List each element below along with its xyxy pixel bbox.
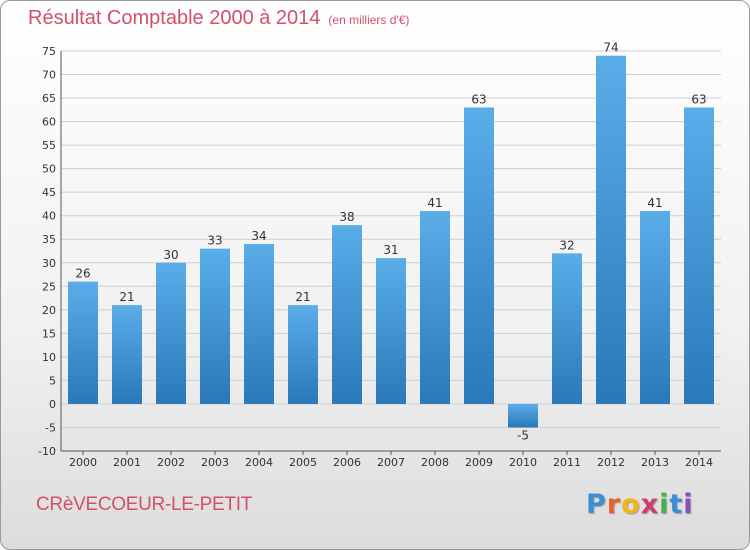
y-tick-label: 25 (42, 280, 56, 293)
y-tick-label: 55 (42, 139, 56, 152)
x-tick-label: 2009 (465, 456, 493, 469)
y-tick-label: 45 (42, 186, 56, 199)
y-tick-label: -5 (45, 421, 56, 434)
chart-frame: Résultat Comptable 2000 à 2014 (en millie… (0, 0, 750, 550)
value-label-2000: 26 (75, 267, 90, 281)
value-label-2012: 74 (603, 41, 618, 55)
y-tick-label: 30 (42, 257, 56, 270)
bar-2011 (552, 253, 582, 404)
commune-name: CRèVECOEUR-LE-PETIT (36, 494, 252, 516)
y-tick-label: 0 (49, 398, 56, 411)
bar-2008 (420, 211, 450, 404)
value-label-2010: -5 (517, 428, 529, 442)
x-tick-label: 2002 (157, 456, 185, 469)
proxiti-logo: Proxiti (586, 489, 694, 520)
x-tick-label: 2005 (289, 456, 317, 469)
bar-2013 (640, 211, 670, 404)
value-label-2014: 63 (691, 92, 706, 106)
y-tick-label: 60 (42, 116, 56, 129)
value-label-2002: 30 (163, 248, 178, 262)
y-tick-label: 40 (42, 210, 56, 223)
bar-2004 (244, 244, 274, 404)
value-label-2008: 41 (427, 196, 442, 210)
logo-letter: x (641, 489, 659, 520)
logo-letter: i (683, 489, 693, 520)
bar-2014 (684, 107, 714, 403)
logo-letter: P (586, 489, 607, 520)
x-tick-label: 2013 (641, 456, 669, 469)
bars (68, 56, 714, 428)
x-tick-label: 2000 (69, 456, 97, 469)
y-tick-label: 65 (42, 92, 56, 105)
x-tick-label: 2012 (597, 456, 625, 469)
bar-2005 (288, 305, 318, 404)
y-tick-label: 70 (42, 69, 56, 82)
bar-2007 (376, 258, 406, 404)
x-tick-label: 2010 (509, 456, 537, 469)
bar-2010 (508, 404, 538, 428)
bar-chart: -10 -5 0 5 10 15 20 25 30 35 40 45 50 55 60 65 70 75 2000 2… (1, 1, 750, 550)
logo-letter: i (659, 489, 669, 520)
logo-letter: o (621, 489, 641, 520)
bar-2002 (156, 263, 186, 404)
x-tick-label: 2014 (685, 456, 713, 469)
y-tick-label: 50 (42, 163, 56, 176)
y-tick-label: 75 (42, 45, 56, 58)
x-tick-label: 2001 (113, 456, 141, 469)
x-tick-label: 2004 (245, 456, 273, 469)
bar-2009 (464, 107, 494, 403)
value-label-2009: 63 (471, 92, 486, 106)
value-label-2001: 21 (119, 290, 134, 304)
value-label-2006: 38 (339, 210, 354, 224)
value-label-2011: 32 (559, 238, 574, 252)
bar-2000 (68, 282, 98, 404)
value-label-2013: 41 (647, 196, 662, 210)
value-label-2005: 21 (295, 290, 310, 304)
y-tick-label: 35 (42, 233, 56, 246)
value-label-2003: 33 (207, 234, 222, 248)
bar-2001 (112, 305, 142, 404)
y-tick-label: -10 (38, 445, 56, 458)
y-tick-label: 10 (42, 351, 56, 364)
y-tick-label: 20 (42, 304, 56, 317)
value-label-2007: 31 (383, 243, 398, 257)
x-tick-label: 2006 (333, 456, 361, 469)
y-tick-label: 5 (49, 374, 56, 387)
logo-letter: r (607, 489, 621, 520)
x-tick-label: 2007 (377, 456, 405, 469)
bar-2006 (332, 225, 362, 404)
y-tick-label: 15 (42, 327, 56, 340)
x-tick-label: 2011 (553, 456, 581, 469)
x-tick-label: 2003 (201, 456, 229, 469)
value-label-2004: 34 (251, 229, 266, 243)
bar-2012 (596, 56, 626, 404)
logo-letter: t (669, 489, 683, 520)
bar-2003 (200, 249, 230, 404)
x-tick-label: 2008 (421, 456, 449, 469)
